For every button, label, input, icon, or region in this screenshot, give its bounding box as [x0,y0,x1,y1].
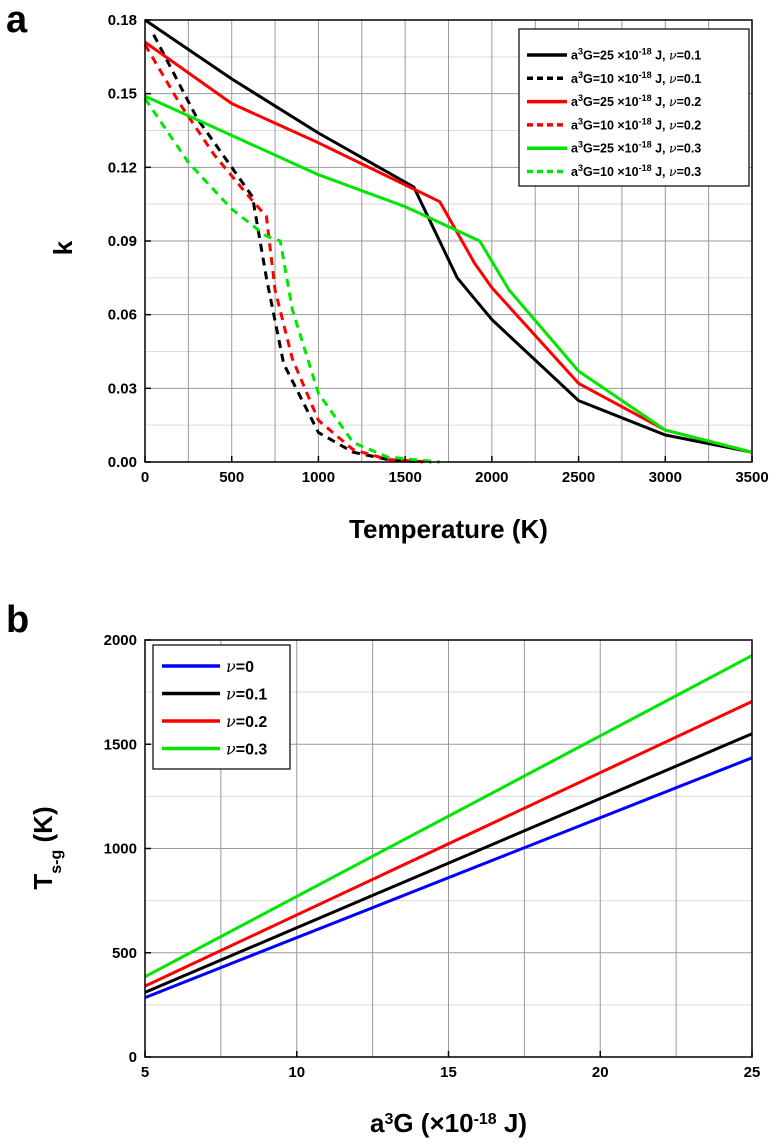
x-tick-label: 1500 [388,469,421,486]
y-tick-label: 0.15 [108,86,137,103]
legend-entry-label: ν=0.1 [226,685,267,704]
x-axis-label: a3G (×10-18 J) [370,1108,527,1138]
series-line-5 [144,94,753,454]
x-tick-label: 2500 [562,469,595,486]
legend: a3G=25 ×10-18 J, ν=0.1 a3G=10 ×10-18 J, ν… [518,28,750,187]
legend-entry-label: ν=0.2 [226,712,267,731]
y-tick-label: 2000 [104,632,137,649]
chart-a-temperature-vs-k: 0 500 1000 1500 2000 2500 3000 3500 0.00 0.03 0.06… [48,12,769,544]
x-tick-label: 3500 [735,469,768,486]
legend-entry-label: a3G=25 ×10-18 J, ν=0.1 [571,47,701,63]
x-tick-label: 1000 [302,469,335,486]
panel-b-letter: b [6,599,29,641]
x-tick-label: 2000 [475,469,508,486]
legend-entry-label: ν=0.3 [226,740,267,759]
legend-entry-label: a3G=10 ×10-18 J, ν=0.3 [571,163,701,179]
y-axis-label: k [48,240,78,255]
chart-b-tsg-vs-a3g: 5 10 15 20 25 0 500 1000 1500 2000 a3G (×10-18 J) T… [28,632,760,1138]
x-tick-label: 25 [744,1064,761,1081]
series-line-1 [144,18,753,454]
y-tick-label: 0.06 [108,307,137,324]
series-line-3 [144,700,753,988]
y-tick-label: 0 [129,1049,137,1066]
series-line-4 [143,43,432,464]
x-tick-label: 20 [592,1064,609,1081]
legend-entry-label: a3G=25 ×10-18 J, ν=0.2 [571,93,701,109]
y-tick-label: 0.12 [108,159,137,176]
x-tick-label: 15 [440,1064,457,1081]
x-tick-label: 10 [288,1064,305,1081]
y-tick-label: 500 [112,945,137,962]
y-tick-label: 0.09 [108,233,137,250]
x-tick-label: 0 [141,469,149,486]
series-line-1 [144,756,753,999]
y-axis-label: Ts-g (K) [28,806,65,889]
legend-entry-label: a3G=25 ×10-18 J, ν=0.3 [571,140,701,156]
legend-entry-label: a3G=10 ×10-18 J, ν=0.1 [571,70,701,86]
legend-entry-label: ν=0 [226,657,254,676]
y-tick-label: 0.03 [108,380,137,397]
x-tick-label: 5 [141,1064,149,1081]
series-line-2 [152,34,423,464]
y-tick-label: 1500 [104,736,137,753]
legend: ν=0 ν=0.1 ν=0.2 ν=0.3 [152,644,291,770]
x-tick-label: 3000 [649,469,682,486]
series-line-4 [144,654,753,979]
x-tick-label: 500 [219,469,244,486]
y-tick-label: 1000 [104,841,137,858]
panel-a-letter: a [6,0,28,41]
series-line-2 [144,732,753,994]
series-line-3 [144,40,753,454]
y-tick-label: 0.00 [108,454,137,471]
series-line-6 [143,97,440,464]
legend-entry-label: a3G=10 ×10-18 J, ν=0.2 [571,116,701,132]
y-tick-label: 0.18 [108,12,137,29]
x-axis-label: Temperature (K) [349,514,548,544]
legend-box [152,644,291,770]
